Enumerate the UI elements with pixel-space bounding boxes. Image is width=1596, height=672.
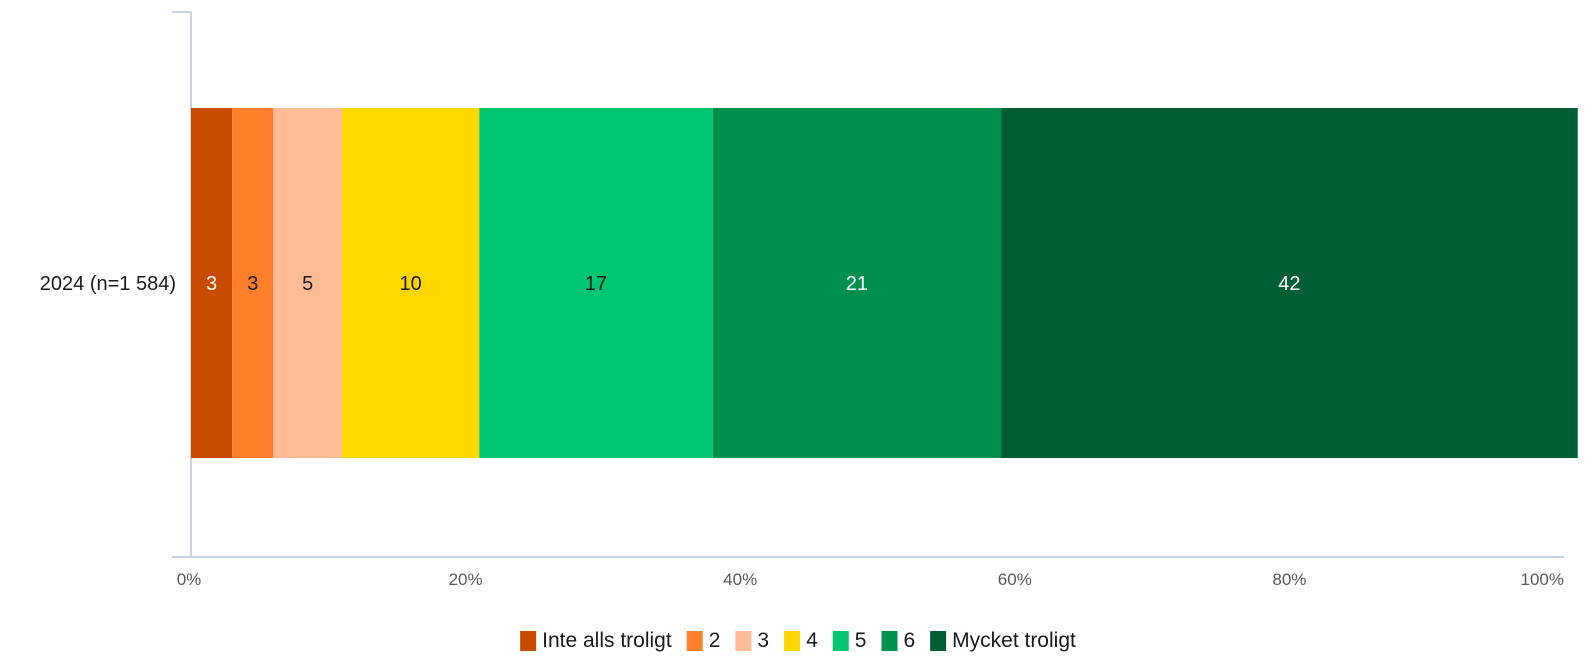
legend-label-2: 2 — [709, 629, 721, 652]
legend-swatch-5 — [832, 631, 849, 651]
legend-swatch-1 — [520, 631, 537, 651]
category-label: 2024 (n=1 584) — [40, 273, 176, 295]
legend-label-7: Mycket troligt — [952, 629, 1076, 652]
bar-segment-4 — [342, 108, 480, 458]
x-tick-label: 0% — [177, 570, 202, 589]
bar-segment-3 — [273, 108, 343, 458]
legend-swatch-2 — [686, 631, 703, 651]
x-tick-label: 100% — [1521, 570, 1564, 589]
legend-label-5: 5 — [855, 629, 867, 652]
legend: Inte alls troligt 2 3 4 5 6 Mycket troligt — [520, 629, 1076, 652]
data-label-6: 21 — [846, 273, 868, 295]
bar-segment-1 — [191, 108, 233, 458]
legend-swatch-4 — [784, 631, 801, 651]
legend-swatch-7 — [930, 631, 947, 651]
x-tick-label: 40% — [723, 570, 757, 589]
x-tick-label: 20% — [449, 570, 483, 589]
legend-swatch-3 — [735, 631, 752, 651]
data-label-3: 5 — [302, 273, 313, 295]
data-label-2: 3 — [247, 273, 258, 295]
data-label-4: 10 — [400, 273, 422, 295]
data-label-1: 3 — [206, 273, 217, 295]
legend-label-6: 6 — [903, 629, 915, 652]
x-tick-label: 80% — [1272, 570, 1306, 589]
bar-segment-7 — [1001, 108, 1578, 458]
data-label-7: 42 — [1278, 273, 1300, 295]
bar-segment-5 — [479, 108, 713, 458]
legend-label-3: 3 — [757, 629, 769, 652]
bar-segment-6 — [712, 108, 1002, 458]
x-tick-label: 60% — [998, 570, 1032, 589]
legend-swatch-6 — [881, 631, 898, 651]
legend-label-4: 4 — [806, 629, 818, 652]
data-label-5: 17 — [585, 273, 607, 295]
bar-segment-2 — [232, 108, 274, 458]
legend-label-1: Inte alls troligt — [542, 629, 672, 652]
